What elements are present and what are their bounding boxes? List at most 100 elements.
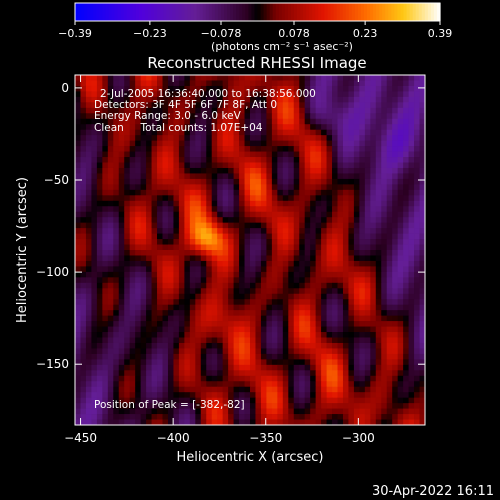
heatmap-cell [408,140,415,147]
colorbar-swatch [309,3,313,21]
heatmap-cell [118,293,125,300]
heatmap-cell [277,332,284,338]
heatmap-cell [146,392,152,399]
heatmap-cell [184,200,191,207]
heatmap-cell [173,173,180,180]
heatmap-cell [75,157,81,163]
heatmap-cell [146,260,152,267]
colorbar-swatch [418,3,423,21]
heatmap-cell [91,178,98,185]
heatmap-cell [353,397,360,404]
heatmap-cell [282,96,289,103]
heatmap-cell [375,206,382,213]
heatmap-cell [250,381,256,388]
heatmap-cell [255,124,262,131]
heatmap-cell [414,315,420,322]
heatmap-cell [206,135,213,141]
heatmap-cell [124,315,131,322]
heatmap-cell [217,113,224,120]
heatmap-cell [118,288,125,295]
heatmap-cell [250,91,256,98]
heatmap-cell [353,140,360,147]
heatmap-cell [91,151,98,158]
heatmap-cell [419,178,426,185]
heatmap-cell [107,113,114,120]
heatmap-cell [85,233,92,240]
heatmap-cell [107,211,114,218]
heatmap-cell [392,321,399,327]
heatmap-cell [408,414,415,420]
heatmap-cell [167,228,174,234]
heatmap-cell [140,315,147,322]
heatmap-cell [124,146,131,152]
heatmap-cell [419,91,426,98]
heatmap-cell [184,151,191,158]
heatmap-cell [326,211,333,218]
heatmap-cell [332,375,338,382]
heatmap-cell [124,375,131,382]
heatmap-cell [332,332,338,338]
heatmap-cell [151,315,158,322]
heatmap-cell [107,348,114,355]
heatmap-cell [337,271,344,278]
heatmap-cell [370,282,377,289]
heatmap-cell [217,244,224,251]
heatmap-cell [244,107,251,114]
colorbar-swatch [436,3,441,21]
heatmap-cell [332,200,338,207]
colorbar-swatch [336,3,341,21]
heatmap-cell [124,173,131,180]
heatmap-cell [173,113,180,120]
heatmap-cell [321,397,327,404]
heatmap-cell [342,75,349,81]
heatmap-cell [146,288,152,295]
heatmap-cell [375,135,382,141]
heatmap-cell [124,102,131,109]
heatmap-cell [342,353,349,360]
heatmap-cell [222,146,229,152]
heatmap-cell [277,310,284,316]
heatmap-cell [255,282,262,289]
heatmap-cell [277,157,284,163]
colorbar-swatch [294,3,298,21]
y-tick-label: −100 [36,265,69,279]
heatmap-cell [124,293,131,300]
heatmap-cell [271,293,278,300]
heatmap-cell [96,282,103,289]
heatmap-cell [102,260,109,267]
heatmap-cell [118,419,125,426]
heatmap-cell [228,266,234,273]
heatmap-cell [282,375,289,382]
heatmap-cell [359,124,366,131]
heatmap-cell [282,228,289,234]
heatmap-cell [239,239,245,245]
heatmap-cell [408,255,415,262]
heatmap-cell [386,282,393,289]
heatmap-cell [348,173,355,180]
heatmap-cell [222,151,229,158]
heatmap-cell [392,228,399,234]
heatmap-cell [129,140,136,147]
heatmap-cell [419,392,426,399]
heatmap-cell [244,271,251,278]
heatmap-cell [244,293,251,300]
heatmap-cell [255,189,262,196]
heatmap-cell [375,222,382,229]
heatmap-cell [353,375,360,382]
heatmap-cell [189,200,196,207]
heatmap-cell [326,206,333,213]
heatmap-cell [244,118,251,125]
heatmap-cell [96,195,103,202]
heatmap-cell [173,282,180,289]
heatmap-cell [151,392,158,399]
heatmap-cell [157,250,163,256]
heatmap-cell [370,167,377,174]
colorbar-swatch [199,3,204,21]
heatmap-cell [189,250,196,256]
heatmap-cell [107,414,114,420]
heatmap-cell [348,211,355,218]
heatmap-cell [206,408,213,415]
heatmap-cell [375,250,382,256]
heatmap-cell [151,107,158,114]
heatmap-cell [239,118,245,125]
